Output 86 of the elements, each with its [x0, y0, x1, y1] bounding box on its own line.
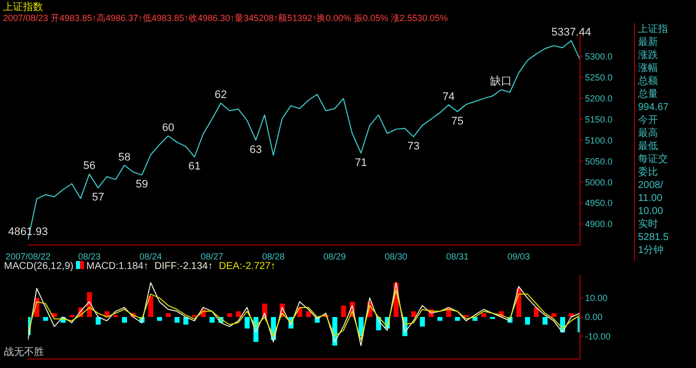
text: 最高	[638, 127, 659, 140]
text: 实时	[638, 218, 659, 231]
legend-label: MACD:1.184↑	[85, 261, 148, 272]
x-tick-label: 08/27	[200, 251, 224, 262]
x-tick-label: 08/24	[139, 251, 162, 262]
text: DEA:-2.727↑	[218, 261, 276, 272]
annotation: 61	[188, 160, 201, 173]
y-tick-label: 10.00	[585, 293, 608, 304]
annotation: 缺口	[490, 74, 512, 88]
y-tick-label: 5150.0	[585, 114, 613, 124]
annotation: 58	[118, 151, 131, 164]
text: 委比	[638, 166, 659, 179]
bar	[472, 317, 478, 321]
x-tick-label: 08/31	[446, 251, 469, 262]
text: 总量	[638, 88, 659, 101]
bar	[157, 317, 162, 321]
bar	[174, 317, 180, 323]
bar	[534, 307, 539, 317]
annotation: 5337.44	[551, 26, 592, 39]
annotation: 63	[250, 144, 262, 156]
y-tick-label: -10.00	[585, 331, 611, 342]
annotation: 62	[214, 89, 227, 102]
annotation: 战无不胜	[4, 346, 44, 359]
bar	[411, 311, 416, 317]
annotation: 73	[407, 140, 420, 153]
text: 涨跌	[638, 49, 659, 62]
line-series	[28, 290, 580, 340]
text: 上证指	[638, 23, 669, 36]
series-label: DIFF:-2.134↑	[154, 261, 213, 272]
text: 10.00	[638, 205, 664, 218]
x-tick-label: 08/28	[262, 251, 285, 262]
bar	[551, 313, 556, 317]
text: 最新	[638, 36, 659, 49]
y-tick-label: 5100.0	[585, 135, 613, 146]
bar	[306, 311, 311, 317]
y-tick-label: 5050.0	[585, 156, 613, 166]
bar	[166, 313, 171, 317]
bar	[437, 317, 442, 321]
text: 总额	[638, 75, 659, 88]
text: 每证交	[638, 153, 669, 166]
bar	[244, 317, 250, 328]
y-tick-label: 4950.0	[585, 198, 613, 208]
annotation: 74	[442, 90, 455, 103]
bar	[481, 313, 486, 317]
bar	[525, 317, 530, 325]
bar	[341, 306, 346, 317]
annotation: 56	[83, 160, 96, 172]
x-tick-label: 08/30	[384, 251, 408, 262]
y-tick-label: 5300.0	[585, 51, 613, 62]
text: 5281.5	[638, 231, 670, 244]
y-tick-label: 5000.0	[585, 177, 613, 188]
annotation: 57	[92, 192, 104, 204]
text: 994.67	[638, 101, 670, 114]
bar	[420, 317, 425, 327]
annotation: 75	[451, 115, 464, 128]
y-tick-label: 0.00	[585, 312, 603, 322]
x-tick-label: 09/03	[507, 251, 530, 262]
bar	[43, 317, 48, 321]
bar	[183, 317, 188, 325]
text: 涨幅	[638, 62, 659, 75]
y-tick-label: 5250.0	[585, 72, 613, 82]
legend-title: MACD(26,12,9)	[4, 261, 74, 272]
chart-subtitle: 2007/08/23 开4983.85↑高4986.37↑低4983.85↑收4986.30↑量345208↑额51392↑换0.00% 振0.05% 涨2.5530.05%	[2, 12, 449, 23]
x-tick-label: 08/23	[78, 251, 101, 262]
y-tick-label: 4900.0	[585, 219, 613, 230]
bar	[148, 296, 154, 317]
x-tick-label: 2007/08/22	[5, 251, 51, 262]
text: 今开	[638, 114, 659, 127]
chart-title: 上证指数	[2, 0, 44, 13]
text: 11.00	[638, 192, 664, 205]
x-tick-label: 08/29	[323, 251, 346, 262]
y-tick-label: 5200.0	[585, 93, 613, 104]
bar	[454, 317, 460, 321]
annotation: 59	[136, 178, 148, 191]
bar	[122, 317, 127, 323]
annotation: 60	[162, 122, 174, 134]
bar	[210, 317, 215, 323]
bar	[236, 311, 241, 317]
annotation: 71	[354, 156, 368, 169]
bar	[542, 317, 548, 325]
line-series	[28, 282, 580, 346]
bar	[96, 317, 101, 325]
text: 2008/	[638, 179, 664, 192]
bar	[227, 313, 232, 317]
text: 1分钟	[638, 244, 665, 257]
text: 最低	[638, 140, 659, 153]
